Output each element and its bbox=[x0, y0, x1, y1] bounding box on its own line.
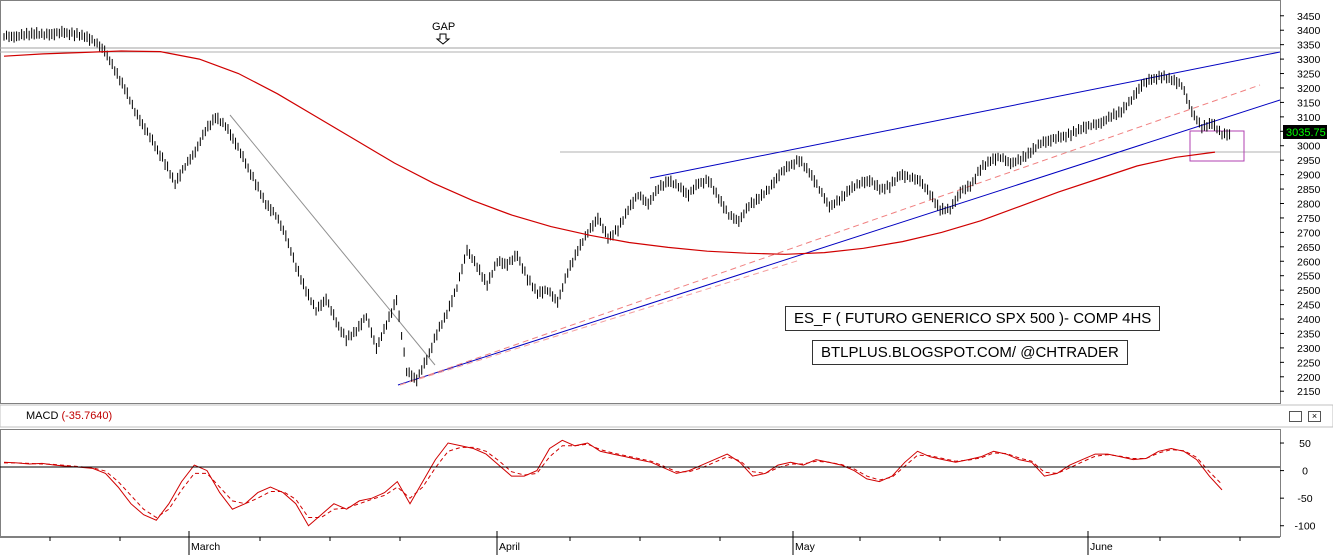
x-tick-label: June bbox=[1090, 541, 1113, 553]
price-y-tick-label: 2450 bbox=[1297, 300, 1321, 312]
gap-label: GAP bbox=[432, 21, 455, 33]
price-y-tick-label: 2650 bbox=[1297, 242, 1321, 254]
close-panel-button[interactable]: × bbox=[1308, 411, 1321, 422]
price-y-tick-label: 2150 bbox=[1297, 386, 1321, 398]
price-y-tick-label: 2200 bbox=[1297, 372, 1321, 384]
channel-lower-line bbox=[397, 99, 1281, 386]
price-y-tick-label: 3300 bbox=[1297, 54, 1321, 66]
macd-value: (-35.7640) bbox=[61, 410, 113, 422]
last-price-badge bbox=[1283, 125, 1327, 139]
price-y-tick-label: 2750 bbox=[1297, 213, 1321, 225]
moving-average-line bbox=[3, 50, 1216, 255]
price-y-tick-label: 3100 bbox=[1297, 112, 1321, 124]
macd-y-tick-label: -50 bbox=[1297, 493, 1312, 505]
macd-signal-line bbox=[4, 443, 1223, 519]
price-y-tick-label: 2550 bbox=[1297, 271, 1321, 283]
price-y-tick-label: 3350 bbox=[1297, 40, 1321, 52]
last-price-value: 3035.75 bbox=[1286, 127, 1326, 139]
macd-y-tick-label: 0 bbox=[1302, 466, 1308, 478]
price-y-tick-label: 2400 bbox=[1297, 314, 1321, 326]
price-y-tick-label: 3450 bbox=[1297, 11, 1321, 23]
price-y-tick-label: 3200 bbox=[1297, 83, 1321, 95]
price-y-tick-label: 2300 bbox=[1297, 343, 1321, 355]
price-y-tick-label: 3000 bbox=[1297, 141, 1321, 153]
price-y-tick-label: 2600 bbox=[1297, 256, 1321, 268]
price-series bbox=[3, 25, 1231, 387]
symbol-label: ES_F ( FUTURO GENERICO SPX 500 )- COMP 4… bbox=[785, 306, 1161, 331]
watermark-label: BTLPLUS.BLOGSPOT.COM/ @CHTRADER bbox=[812, 340, 1128, 365]
time-x-axis: March April May June bbox=[49, 531, 1241, 555]
macd-y-tick-label: 50 bbox=[1299, 438, 1311, 450]
dashed-trend-line-2 bbox=[399, 259, 801, 386]
price-y-tick-label: 2700 bbox=[1297, 227, 1321, 239]
highlight-box bbox=[1189, 130, 1245, 162]
restore-panel-button[interactable] bbox=[1289, 411, 1302, 422]
gap-arrow-icon bbox=[435, 33, 451, 45]
price-y-tick-label: 2500 bbox=[1297, 285, 1321, 297]
price-y-tick-label: 3150 bbox=[1297, 97, 1321, 109]
macd-y-axis: 50 0 -50 -100 bbox=[1280, 438, 1316, 533]
x-tick-label: March bbox=[191, 541, 220, 553]
macd-line bbox=[3, 439, 1223, 527]
price-y-tick-label: 2900 bbox=[1297, 170, 1321, 182]
price-y-tick-label: 2850 bbox=[1297, 184, 1321, 196]
price-y-tick-label: 2950 bbox=[1297, 155, 1321, 167]
price-y-tick-label: 3250 bbox=[1297, 69, 1321, 81]
decline-trend-line bbox=[229, 114, 436, 366]
macd-series bbox=[3, 439, 1223, 527]
macd-panel-frame bbox=[0, 429, 1281, 537]
x-tick-label: May bbox=[795, 541, 816, 553]
price-y-tick-label: 2800 bbox=[1297, 199, 1321, 211]
price-y-tick-label: 3400 bbox=[1297, 25, 1321, 37]
macd-header-bar bbox=[0, 404, 1333, 428]
macd-title-text: MACD bbox=[26, 410, 59, 422]
x-tick-label: April bbox=[499, 541, 520, 553]
moving-average-series bbox=[3, 50, 1216, 255]
macd-title: MACD (-35.7640) bbox=[26, 410, 112, 422]
price-y-tick-label: 2350 bbox=[1297, 328, 1321, 340]
macd-y-tick-label: -100 bbox=[1294, 521, 1315, 533]
channel-upper-line bbox=[649, 51, 1281, 179]
price-y-axis: 3450340033503300325032003150310030503000… bbox=[1280, 11, 1321, 398]
dashed-trend-line-1 bbox=[399, 84, 1261, 386]
price-y-tick-label: 2250 bbox=[1297, 357, 1321, 369]
